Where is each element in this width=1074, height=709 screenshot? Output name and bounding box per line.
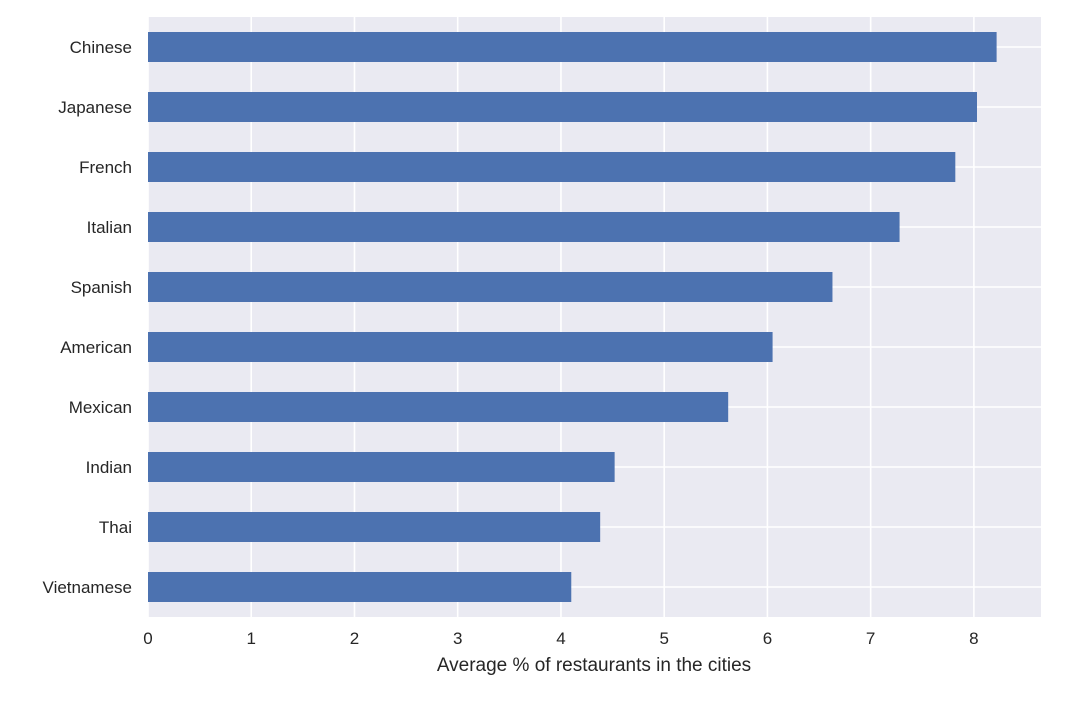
x-axis-title: Average % of restaurants in the cities — [437, 655, 751, 676]
y-tick-label: Spanish — [71, 278, 132, 297]
y-tick-label: American — [60, 338, 132, 357]
x-tick-label: 2 — [350, 629, 359, 648]
bar-mexican — [148, 392, 729, 422]
y-tick-label: Chinese — [70, 38, 132, 57]
x-tick-label: 5 — [659, 629, 668, 648]
x-tick-labels: 0 1 2 3 4 5 6 7 8 — [143, 629, 978, 648]
bar-spanish — [148, 272, 833, 302]
bar-chinese — [148, 32, 997, 62]
x-tick-label: 6 — [763, 629, 772, 648]
y-tick-label: Vietnamese — [43, 578, 132, 597]
bar-american — [148, 332, 773, 362]
bar-italian — [148, 212, 900, 242]
x-tick-label: 0 — [143, 629, 152, 648]
y-tick-label: Japanese — [58, 98, 132, 117]
x-tick-label: 7 — [866, 629, 875, 648]
y-tick-label: Italian — [87, 218, 132, 237]
bar-thai — [148, 512, 601, 542]
y-tick-label: French — [79, 158, 132, 177]
x-tick-label: 4 — [556, 629, 565, 648]
y-tick-labels: Chinese Japanese French Italian Spanish Ameri… — [43, 38, 132, 597]
bar-vietnamese — [148, 572, 572, 602]
bar-indian — [148, 452, 615, 482]
y-tick-label: Indian — [86, 458, 132, 477]
y-tick-label: Thai — [99, 518, 132, 537]
x-tick-label: 1 — [247, 629, 256, 648]
bar-french — [148, 152, 956, 182]
y-tick-label: Mexican — [69, 398, 132, 417]
x-tick-label: 3 — [453, 629, 462, 648]
x-tick-label: 8 — [969, 629, 978, 648]
bar-japanese — [148, 92, 977, 122]
bars — [148, 32, 997, 602]
